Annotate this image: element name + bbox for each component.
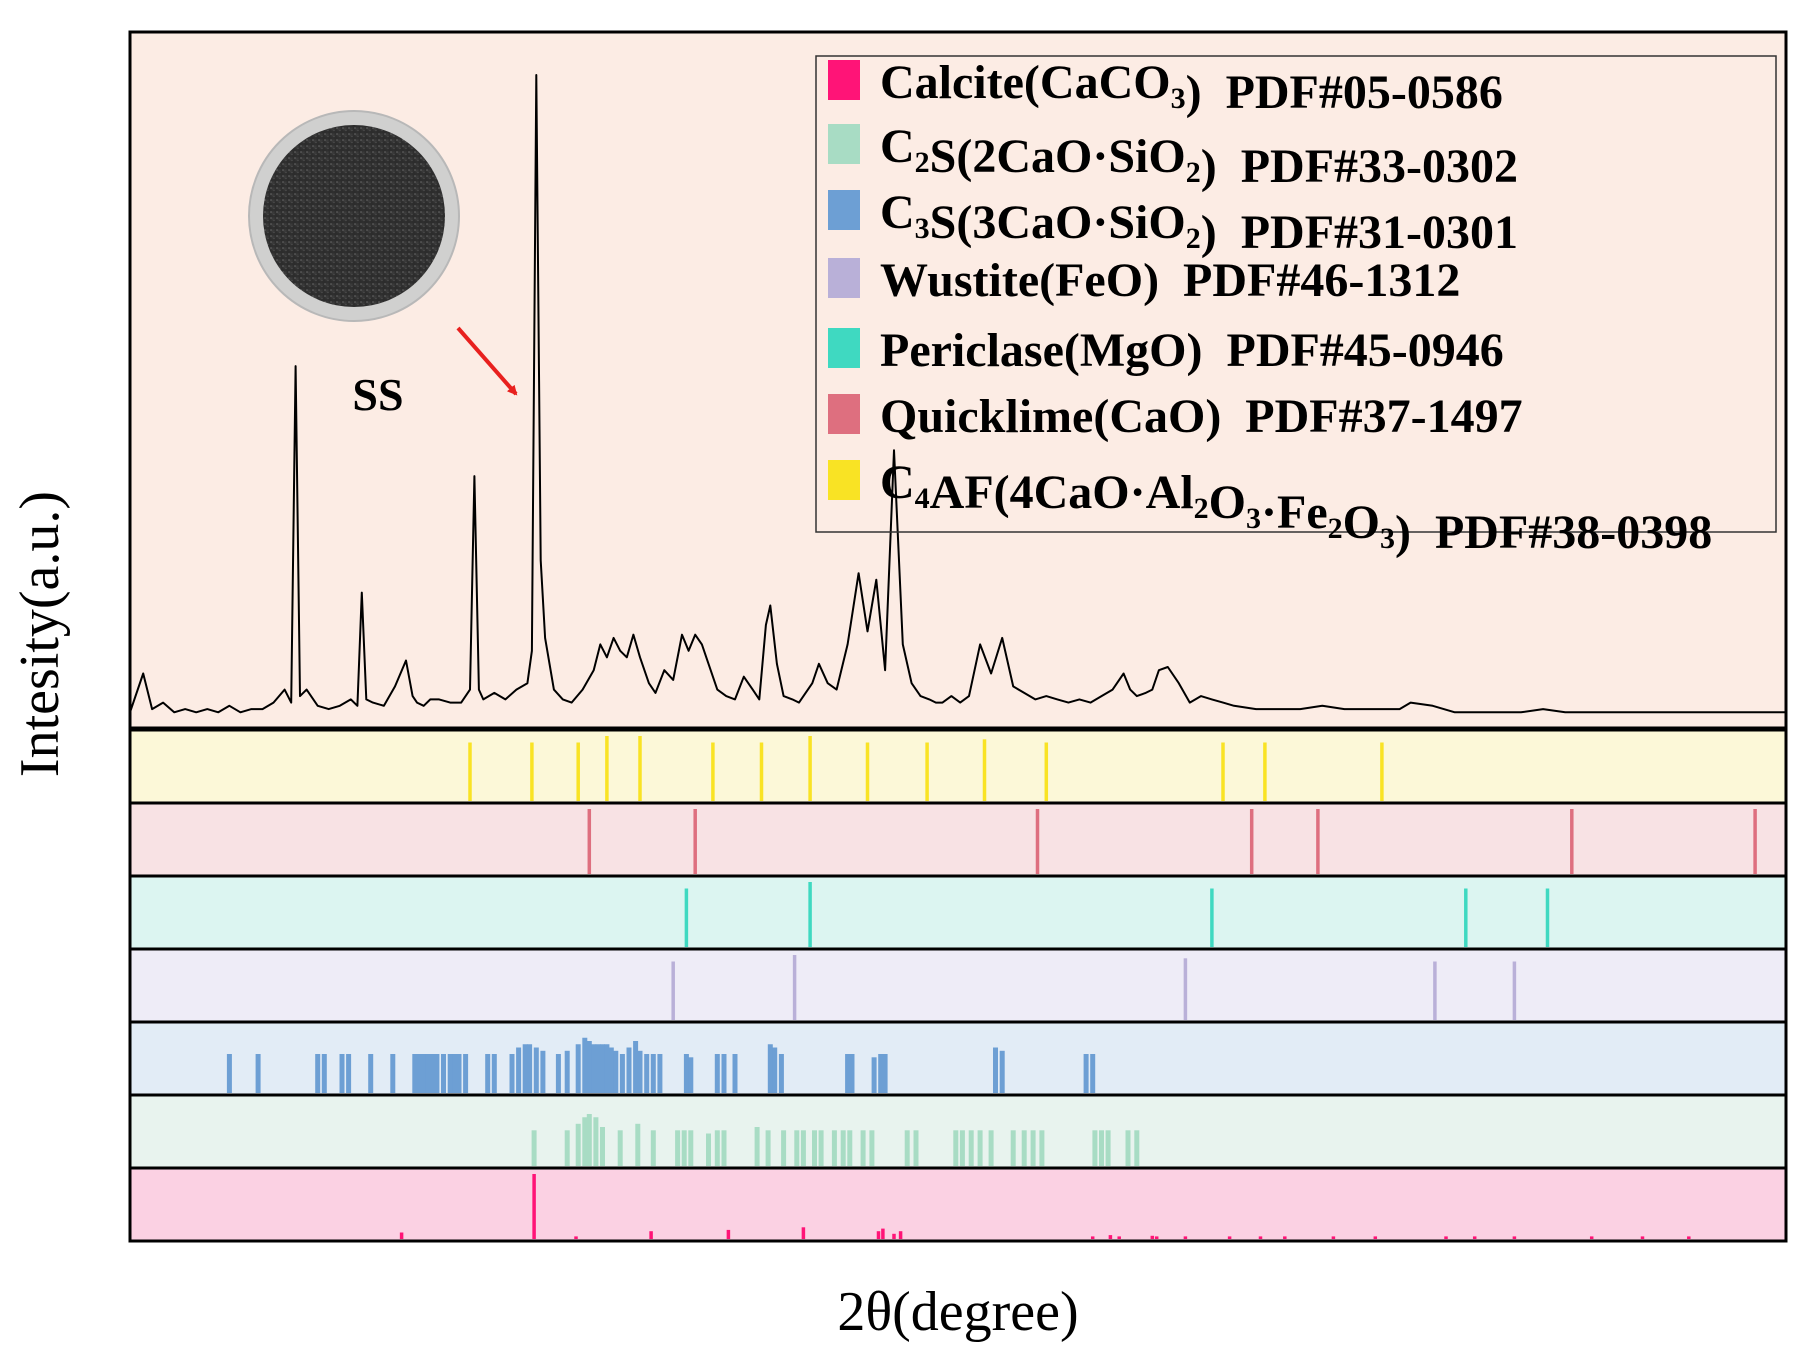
sample-powder xyxy=(263,125,445,307)
legend-swatch-c4af xyxy=(828,460,860,500)
ref-panel-c4af xyxy=(128,728,1788,805)
legend-swatch-calcite xyxy=(828,60,860,100)
legend-swatch-wustite xyxy=(828,258,860,298)
legend-label-c2s: C2S(2CaO·SiO2) PDF#33-0302 xyxy=(880,120,1518,193)
xrd-pattern-line xyxy=(129,74,1786,714)
legend-swatch-c2s xyxy=(828,124,860,164)
ref-panel-quicklime xyxy=(128,801,1788,878)
legend-label-calcite: Calcite(CaCO3) PDF#05-0586 xyxy=(880,56,1503,119)
ref-panel-wustite xyxy=(128,947,1788,1024)
legend-box xyxy=(815,55,1777,533)
legend-swatch-quicklime xyxy=(828,394,860,434)
x-axis-label: 2θ(degree) xyxy=(837,1281,1078,1343)
inset-label: SS xyxy=(352,369,403,420)
legend-label-periclase: Periclase(MgO) PDF#45-0946 xyxy=(880,324,1504,377)
legend-label-wustite: Wustite(FeO) PDF#46-1312 xyxy=(880,254,1460,307)
ref-panel-periclase xyxy=(128,874,1788,951)
legend-label-c4af: C4AF(4CaO·Al2O3·Fe2O3) PDF#38-0398 xyxy=(880,456,1712,559)
legend-label-quicklime: Quicklime(CaO) PDF#37-1497 xyxy=(880,390,1523,443)
sample-inset: SS xyxy=(248,110,518,420)
legend: Calcite(CaCO3) PDF#05-0586C2S(2CaO·SiO2)… xyxy=(815,55,1777,559)
ref-panel-c3s xyxy=(128,1020,1788,1097)
inset-arrow xyxy=(456,326,518,396)
y-axis-label: Intesity(a.u.) xyxy=(9,491,71,777)
ref-panel-calcite xyxy=(128,1166,1788,1243)
reference-panels xyxy=(128,728,1788,1243)
legend-swatch-periclase xyxy=(828,328,860,368)
legend-label-c3s: C3S(3CaO·SiO2) PDF#31-0301 xyxy=(880,186,1518,259)
legend-swatch-c3s xyxy=(828,190,860,230)
